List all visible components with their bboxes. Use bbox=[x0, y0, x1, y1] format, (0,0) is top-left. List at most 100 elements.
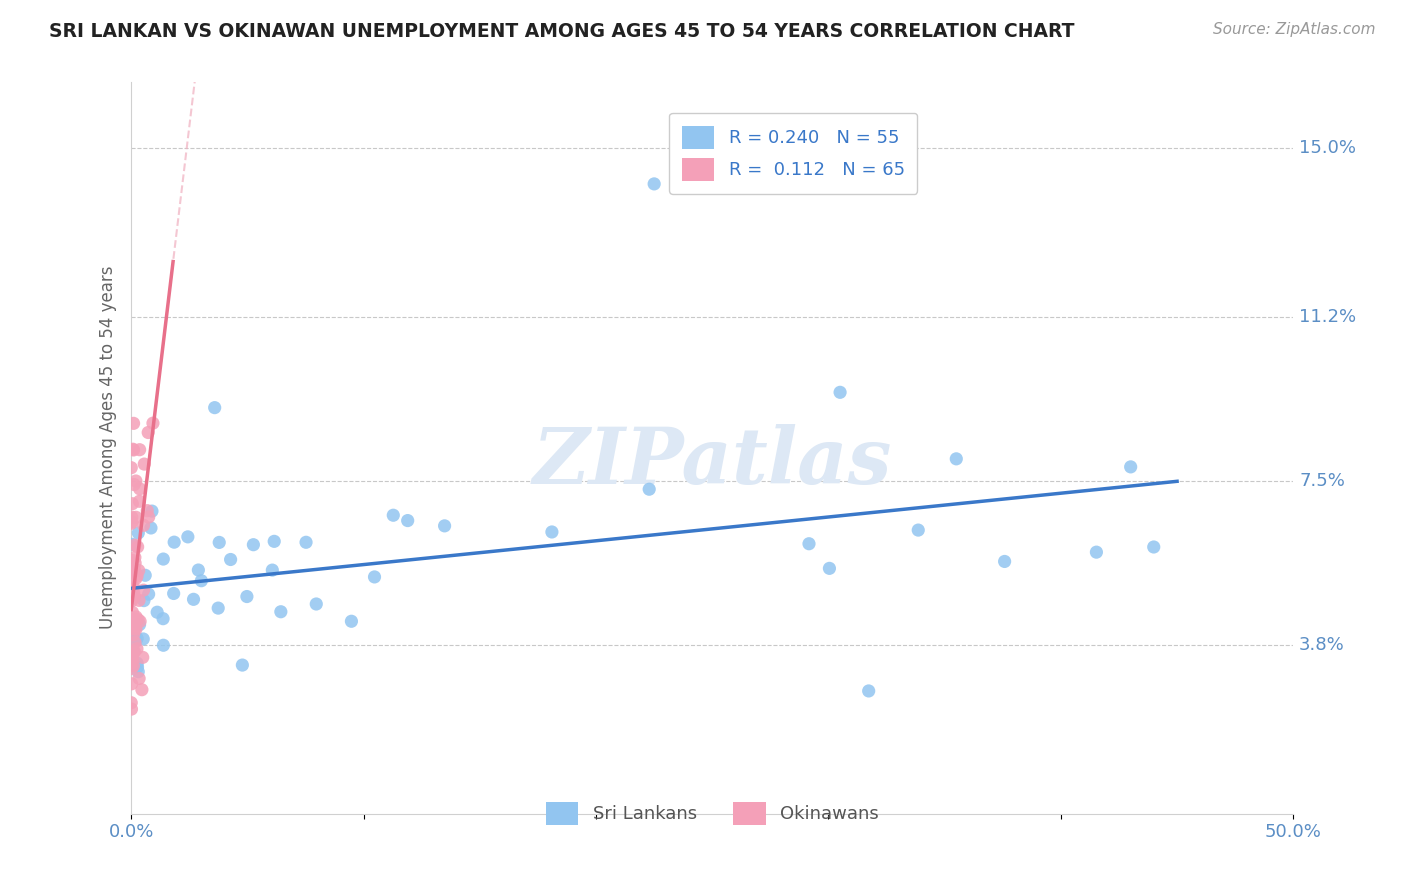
Point bbox=[136, 425, 159, 440]
Point bbox=[121, 702, 143, 716]
Point bbox=[433, 519, 456, 533]
Point bbox=[132, 583, 155, 598]
Point bbox=[122, 586, 145, 600]
Point bbox=[121, 662, 143, 676]
Text: 11.2%: 11.2% bbox=[1299, 308, 1357, 326]
Point bbox=[163, 586, 186, 600]
Point bbox=[121, 559, 143, 574]
Point bbox=[122, 589, 145, 603]
Point bbox=[858, 684, 880, 698]
Point bbox=[122, 477, 145, 491]
Point bbox=[134, 568, 156, 582]
Point bbox=[177, 530, 200, 544]
Point bbox=[132, 650, 155, 665]
Point bbox=[152, 638, 174, 652]
Point bbox=[121, 651, 143, 665]
Point bbox=[127, 656, 149, 670]
Point bbox=[122, 645, 145, 659]
Point bbox=[127, 665, 149, 679]
Point bbox=[994, 554, 1017, 568]
Point bbox=[1085, 545, 1108, 559]
Point bbox=[139, 521, 162, 535]
Point bbox=[121, 677, 143, 691]
Point bbox=[382, 508, 405, 523]
Point bbox=[183, 592, 205, 607]
Point bbox=[121, 565, 143, 579]
Point bbox=[127, 613, 149, 627]
Point bbox=[127, 569, 149, 583]
Point bbox=[132, 632, 155, 646]
Point bbox=[121, 606, 143, 620]
Point bbox=[122, 442, 145, 457]
Point bbox=[236, 590, 259, 604]
Point bbox=[295, 535, 318, 549]
Point bbox=[122, 627, 145, 641]
Point bbox=[121, 656, 143, 670]
Point bbox=[122, 417, 145, 431]
Point bbox=[122, 442, 145, 457]
Point bbox=[141, 504, 163, 518]
Point bbox=[134, 457, 156, 471]
Point bbox=[121, 537, 143, 551]
Point bbox=[262, 563, 284, 577]
Point bbox=[125, 474, 148, 488]
Point bbox=[124, 612, 146, 626]
Point bbox=[263, 534, 285, 549]
Point bbox=[363, 570, 385, 584]
Point bbox=[643, 177, 665, 191]
Point bbox=[132, 593, 155, 607]
Text: 3.8%: 3.8% bbox=[1299, 636, 1344, 654]
Point bbox=[146, 605, 169, 619]
Point bbox=[122, 622, 145, 636]
Point bbox=[127, 632, 149, 646]
Point bbox=[121, 581, 143, 595]
Point bbox=[127, 525, 149, 540]
Text: ZIPatlas: ZIPatlas bbox=[533, 424, 891, 500]
Point bbox=[132, 518, 155, 533]
Point bbox=[1143, 540, 1166, 554]
Point bbox=[163, 535, 186, 549]
Point bbox=[120, 516, 142, 531]
Point bbox=[797, 537, 820, 551]
Point bbox=[122, 580, 145, 594]
Point bbox=[124, 550, 146, 565]
Point bbox=[396, 514, 419, 528]
Point bbox=[131, 682, 153, 697]
Point bbox=[142, 416, 165, 430]
Point bbox=[305, 597, 328, 611]
Point bbox=[138, 587, 160, 601]
Point bbox=[128, 593, 150, 607]
Point bbox=[231, 658, 253, 673]
Point bbox=[638, 482, 661, 496]
Point bbox=[187, 563, 209, 577]
Point bbox=[242, 538, 264, 552]
Point bbox=[124, 633, 146, 648]
Text: SRI LANKAN VS OKINAWAN UNEMPLOYMENT AMONG AGES 45 TO 54 YEARS CORRELATION CHART: SRI LANKAN VS OKINAWAN UNEMPLOYMENT AMON… bbox=[49, 22, 1074, 41]
Point bbox=[125, 641, 148, 656]
Point bbox=[340, 614, 363, 628]
Point bbox=[128, 482, 150, 496]
Point bbox=[208, 535, 231, 549]
Point bbox=[127, 660, 149, 674]
Point bbox=[907, 523, 929, 537]
Point bbox=[207, 601, 229, 615]
Point bbox=[124, 563, 146, 577]
Point bbox=[125, 510, 148, 524]
Point bbox=[152, 552, 174, 566]
Point bbox=[128, 494, 150, 508]
Text: 7.5%: 7.5% bbox=[1299, 472, 1346, 490]
Point bbox=[190, 574, 212, 588]
Point bbox=[1119, 459, 1142, 474]
Point bbox=[120, 594, 142, 608]
Point bbox=[128, 564, 150, 578]
Point bbox=[121, 497, 143, 511]
Point bbox=[129, 615, 152, 629]
Point bbox=[120, 515, 142, 529]
Point bbox=[121, 588, 143, 602]
Point bbox=[124, 556, 146, 570]
Legend: Sri Lankans, Okinawans: Sri Lankans, Okinawans bbox=[537, 793, 887, 834]
Point bbox=[122, 658, 145, 673]
Point bbox=[124, 635, 146, 649]
Point bbox=[124, 538, 146, 552]
Point bbox=[541, 524, 564, 539]
